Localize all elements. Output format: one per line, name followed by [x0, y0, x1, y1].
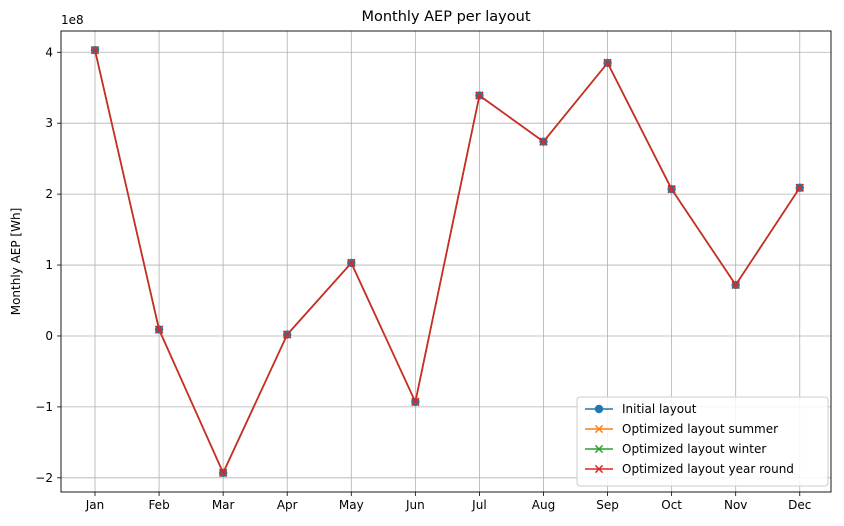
y-tick-label: 1	[45, 258, 53, 272]
x-tick-label: Dec	[788, 498, 811, 512]
series-layer	[90, 45, 804, 478]
data-point	[603, 58, 612, 68]
y-tick-label: 3	[45, 116, 53, 130]
y-tick-label: 2	[45, 187, 53, 201]
data-point	[539, 137, 548, 146]
axes: Jan Feb Mar Apr May Jun Jul Aug Sep Oct Nov Dec −2 −1…	[35, 45, 811, 512]
x-tick-label: Feb	[148, 498, 169, 512]
legend: Initial layout Optimized layout summer Opt…	[576, 396, 829, 487]
x-tick-label: Sep	[596, 498, 619, 512]
y-tick-label: 0	[45, 329, 53, 343]
data-point	[283, 330, 292, 339]
y-tick-label: −1	[35, 400, 53, 414]
legend-marker	[594, 444, 604, 454]
y-scale-label: 1e8	[61, 13, 84, 27]
legend-marker	[594, 404, 604, 414]
legend-item: Optimized layout winter	[585, 442, 766, 456]
data-point	[475, 91, 484, 100]
data-point	[795, 183, 804, 192]
y-axis-label: Monthly AEP [Wh]	[9, 208, 23, 316]
legend-label: Optimized layout summer	[622, 422, 778, 436]
data-point	[219, 468, 228, 477]
x-tick-label: Oct	[661, 498, 682, 512]
chart-title: Monthly AEP per layout	[361, 9, 530, 25]
x-tick-label: Jun	[405, 498, 425, 512]
plot-frame	[60, 30, 832, 493]
data-point	[411, 397, 420, 407]
series-3	[90, 46, 804, 477]
x-tick-label: Aug	[532, 498, 555, 512]
legend-item: Initial layout	[585, 402, 697, 416]
x-tick-label: Apr	[277, 498, 298, 512]
x-tick-label: Jan	[85, 498, 105, 512]
legend-marker	[594, 424, 604, 434]
data-point	[731, 280, 740, 290]
legend-label: Initial layout	[622, 402, 697, 416]
legend-label: Optimized layout year round	[622, 462, 794, 476]
x-tick-label: May	[339, 498, 364, 512]
data-point	[154, 325, 164, 334]
data-point	[667, 185, 676, 194]
legend-label: Optimized layout winter	[622, 442, 766, 456]
data-point	[347, 258, 356, 268]
x-tick-label: Nov	[724, 498, 747, 512]
data-point	[90, 46, 100, 55]
y-tick-label: 4	[45, 45, 53, 59]
legend-item: Optimized layout year round	[585, 462, 794, 476]
legend-item: Optimized layout summer	[585, 422, 778, 436]
series-line	[94, 49, 801, 475]
legend-marker	[594, 464, 604, 474]
x-tick-label: Mar	[212, 498, 235, 512]
x-tick-label: Jul	[471, 498, 486, 512]
legend-box	[576, 396, 829, 487]
y-tick-label: −2	[35, 471, 53, 485]
